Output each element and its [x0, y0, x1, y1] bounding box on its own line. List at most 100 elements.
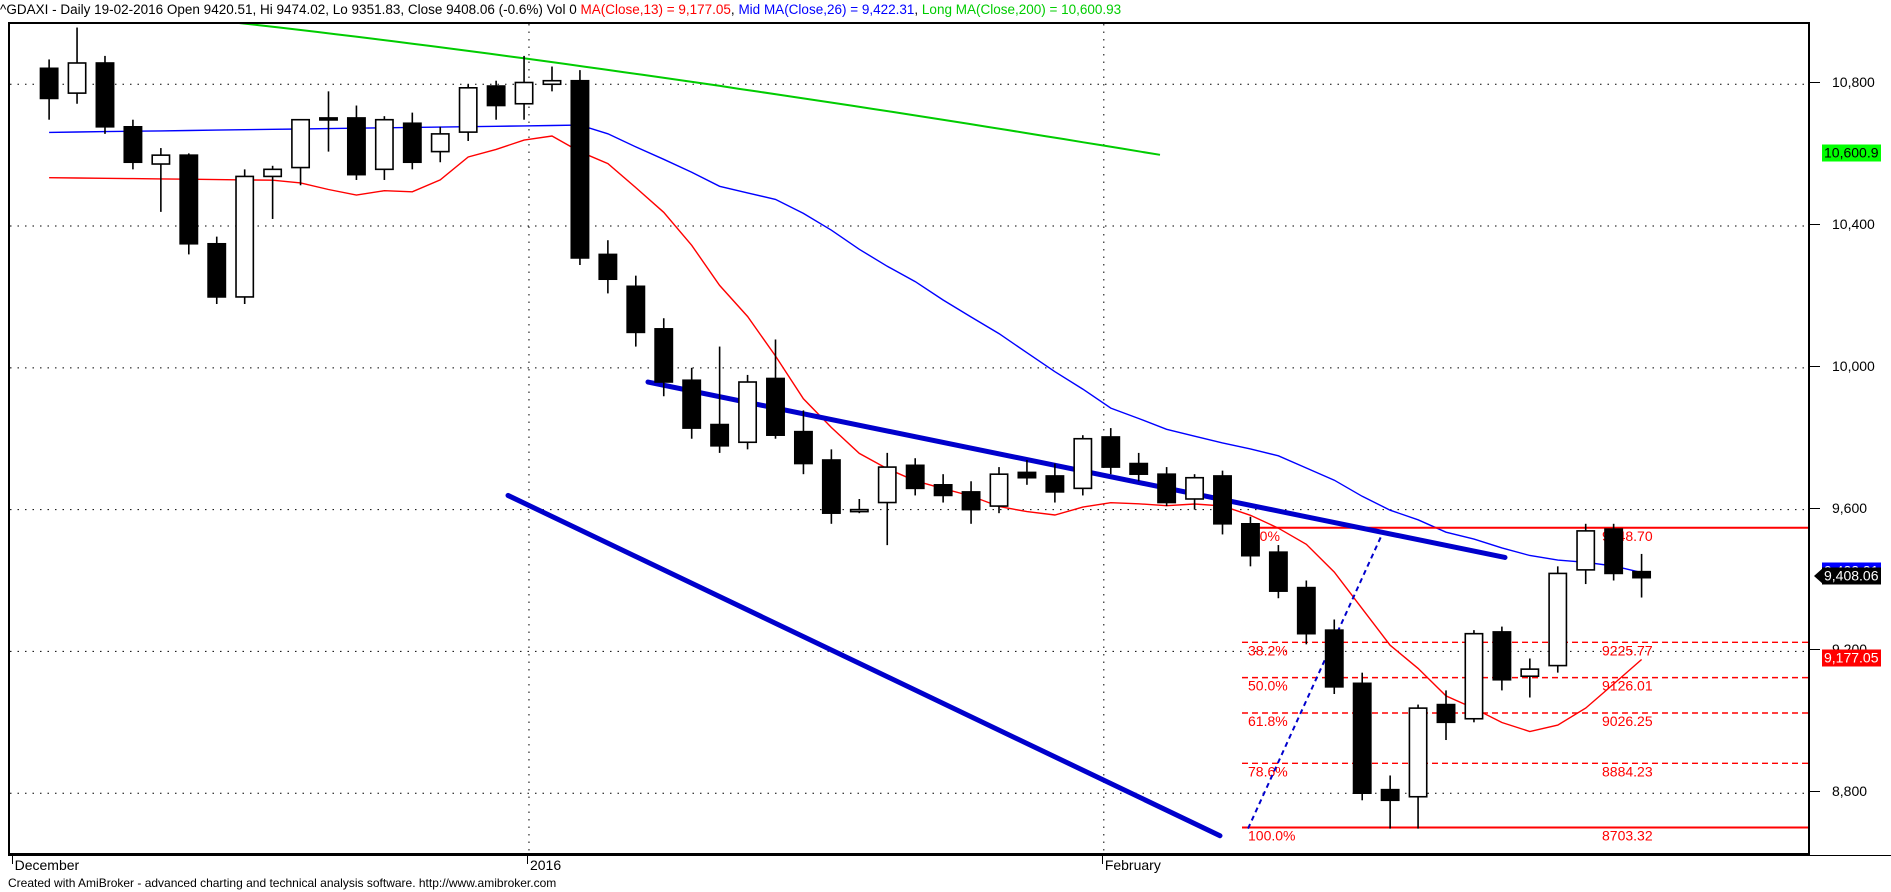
candle-body-down [766, 377, 785, 436]
ma-long-legend: Long MA(Close,200) = 10,600.93 [921, 2, 1122, 17]
ma-mid-line [49, 124, 1642, 574]
chart-title-bar: ^GDAXI - Daily 19-02-2016 Open 9420.51, … [0, 0, 1891, 19]
price-axis[interactable]: 10,80010,40010,0009,6009,2008,80010,600.… [1810, 22, 1891, 855]
candle-body-up [151, 154, 171, 165]
ma-fast-line [49, 135, 1643, 733]
candle-body-down [710, 423, 730, 447]
candle-body-down [319, 117, 338, 121]
credit-text: Created with AmiBroker - advanced charti… [8, 876, 557, 890]
date-tick-mark [526, 856, 528, 864]
fast-ma-tag[interactable]: 9,177.05 [1822, 649, 1881, 667]
fib-level-percent: 78.6% [1248, 763, 1288, 779]
date-tick-label: 2016 [529, 857, 562, 873]
candle-body-down [1017, 471, 1037, 479]
price-tick-mark [1810, 82, 1820, 84]
candle-body-down [1213, 475, 1232, 525]
fib-level-percent: 38.2% [1248, 642, 1288, 658]
candle-body-down [1632, 570, 1652, 579]
candle-body-down [486, 85, 506, 107]
candle-body-down [402, 122, 422, 164]
fib-level-price: 8884.23 [1602, 763, 1653, 779]
candle-body-down [570, 79, 590, 259]
price-tick-mark [1810, 224, 1820, 226]
candle-body-down [598, 253, 618, 281]
candle-body-up [514, 81, 534, 105]
fib-level-price: 9225.77 [1602, 642, 1653, 658]
candle-body-up [989, 473, 1009, 507]
legend-separator-2: , [914, 2, 922, 17]
candle-body-up [291, 118, 311, 169]
price-tick-label: 10,000 [1832, 357, 1875, 374]
candle-body-down [1604, 528, 1624, 575]
date-axis[interactable]: December 2016 February [8, 855, 1891, 876]
candle-body-down [1045, 475, 1065, 493]
fib-level-price: 8703.32 [1602, 827, 1653, 843]
last-close-tag[interactable]: 9,408.06 [1822, 567, 1881, 585]
candle-body-down [961, 491, 981, 511]
fib-level-price: 9126.01 [1602, 678, 1653, 694]
candle-body-down [905, 464, 925, 490]
candle-body-up [1520, 668, 1540, 678]
price-plot-area[interactable]: 0.0% 9548.70 38.2% 9225.77 50.0% 9126.01 61.8%… [8, 22, 1810, 855]
candle-body-down [95, 62, 115, 128]
price-tick-label: 9,600 [1832, 499, 1868, 516]
candle-body-up [1548, 572, 1568, 667]
ma-fast-legend: MA(Close,13) = 9,177.05 [580, 2, 731, 17]
price-tick-mark [1810, 649, 1820, 651]
candle-body-up [849, 508, 869, 513]
price-tick-mark [1810, 507, 1820, 509]
price-tick-label: 8,800 [1832, 783, 1868, 800]
candle-body-down [626, 285, 646, 334]
fib-level-percent: 100.0% [1248, 827, 1295, 843]
candle-body-up [1185, 476, 1205, 500]
candle-body-up [1073, 437, 1093, 490]
ma-mid-legend: Mid MA(Close,26) = 9,422.31 [738, 2, 915, 17]
candle-body-down [1129, 462, 1149, 475]
candle-body-down [682, 379, 702, 429]
date-tick-mark [11, 856, 13, 864]
candle-body-down [1324, 629, 1344, 688]
candle-body-down [39, 67, 59, 100]
channel-lower-line [505, 492, 1223, 839]
candle-body-down [1296, 586, 1316, 635]
date-tick-mark [1101, 856, 1103, 864]
candle-body-up [1464, 632, 1484, 720]
last-close-arrow-icon [1814, 567, 1823, 584]
candle-body-up [1408, 707, 1428, 798]
ma-long-line [239, 24, 1161, 156]
price-tick-mark [1810, 791, 1820, 793]
candle-body-down [179, 154, 199, 245]
price-tick-label: 10,400 [1832, 216, 1875, 233]
candle-body-down [793, 430, 813, 465]
candle-body-up [877, 466, 897, 504]
fib-level-percent: 50.0% [1248, 678, 1288, 694]
candle-body-up [67, 62, 87, 94]
date-tick-label: February [1104, 857, 1161, 873]
fib-level-percent: 61.8% [1248, 713, 1288, 729]
candle-body-down [123, 125, 143, 164]
candle-body-down [933, 484, 953, 497]
fib-level-price: 9026.25 [1602, 713, 1653, 729]
candle-body-down [207, 242, 227, 298]
candle-body-up [458, 87, 478, 133]
candle-body-up [263, 168, 283, 178]
candle-body-down [1352, 682, 1372, 794]
legend-separator-1: , [730, 2, 739, 17]
candle-body-up [1576, 530, 1596, 571]
candle-body-down [1157, 473, 1177, 504]
candle-body-down [1492, 631, 1512, 681]
candle-body-down [1240, 522, 1260, 557]
candle-body-down [1436, 703, 1456, 724]
candle-body-down [1101, 436, 1121, 468]
candle-body-down [346, 117, 366, 176]
candle-body-down [1380, 788, 1400, 802]
price-tick-mark [1810, 365, 1820, 367]
candle-body-up [235, 175, 255, 298]
quote-summary-text: ^GDAXI - Daily 19-02-2016 Open 9420.51, … [0, 2, 581, 17]
candle-body-up [430, 133, 450, 153]
candle-body-down [654, 328, 674, 383]
candle-body-up [542, 79, 562, 86]
candle-body-up [738, 381, 758, 444]
long-ma-tag[interactable]: 10,600.9 [1822, 144, 1881, 162]
